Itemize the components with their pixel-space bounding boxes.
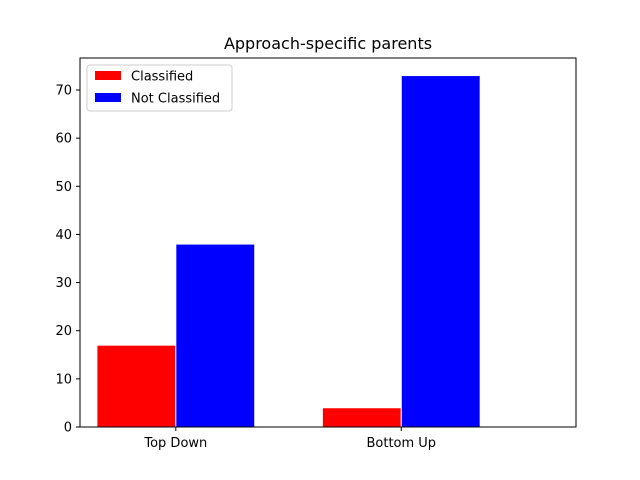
bar-not-classified-bottom-up xyxy=(400,75,481,428)
bars-layer xyxy=(96,75,481,428)
bar-classified-top-down xyxy=(96,344,177,428)
bar-classified-bottom-up xyxy=(321,407,402,428)
legend-box xyxy=(86,64,233,112)
legend: Classified Not Classified xyxy=(86,64,233,112)
legend-swatch-classified xyxy=(95,71,121,80)
legend-label-not-classified: Not Classified xyxy=(131,92,220,107)
y-tick-label: 20 xyxy=(55,324,72,339)
y-tick-label: 40 xyxy=(55,228,72,243)
x-tick-label: Top Down xyxy=(143,436,207,451)
y-tick-label: 50 xyxy=(55,180,72,195)
bar-not-classified-top-down xyxy=(175,243,256,428)
x-tick-label: Bottom Up xyxy=(366,436,436,451)
y-tick-label: 60 xyxy=(55,132,72,147)
y-axis-ticks: 0 10 20 30 40 50 60 70 xyxy=(55,84,80,436)
y-tick-label: 10 xyxy=(55,372,72,387)
y-tick-label: 0 xyxy=(64,421,72,436)
x-axis-ticks: Top Down Bottom Up xyxy=(143,427,436,451)
plot-area-frame xyxy=(79,57,577,428)
legend-swatch-not-classified xyxy=(95,93,121,102)
y-tick-label: 70 xyxy=(55,84,72,99)
chart-title: Approach-specific parents xyxy=(224,34,432,53)
y-tick-label: 30 xyxy=(55,276,72,291)
legend-label-classified: Classified xyxy=(131,70,193,85)
